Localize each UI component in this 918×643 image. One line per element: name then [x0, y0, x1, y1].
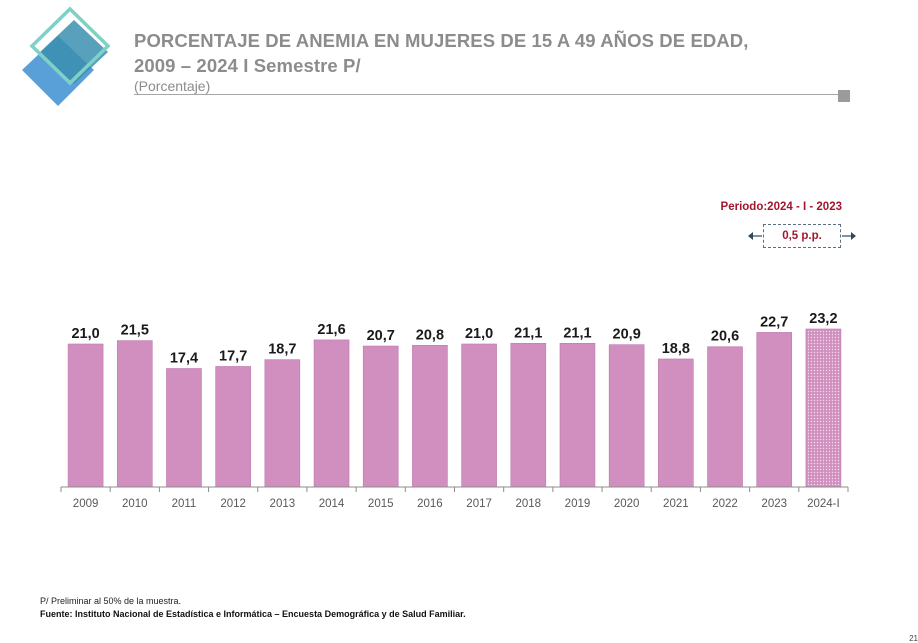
- bar-2011: [166, 368, 202, 488]
- x-tick-label-2016: 2016: [417, 498, 443, 510]
- x-tick-label-2015: 2015: [368, 498, 394, 510]
- bar-2017: [461, 343, 497, 488]
- logo-diamond-outline: [29, 6, 111, 86]
- page-title: PORCENTAJE DE ANEMIA EN MUJERES DE 15 A …: [134, 28, 834, 78]
- data-label-2019: 21,1: [563, 325, 591, 341]
- x-tick-label-2021: 2021: [663, 498, 689, 510]
- bar-2012: [215, 366, 251, 488]
- x-tick-label-2013: 2013: [270, 498, 296, 510]
- x-tick-label-2018: 2018: [515, 498, 541, 510]
- title-line-1: PORCENTAJE DE ANEMIA EN MUJERES DE 15 A …: [134, 30, 749, 51]
- data-label-2024-I: 23,2: [809, 311, 837, 327]
- arrow-right-icon: [842, 232, 856, 240]
- data-label-2021: 18,8: [662, 341, 690, 357]
- x-tick-label-2020: 2020: [614, 498, 640, 510]
- bar-2014: [313, 339, 350, 488]
- data-label-2012: 17,7: [219, 348, 247, 364]
- data-label-2020: 20,9: [613, 327, 641, 343]
- data-label-2013: 18,7: [268, 342, 296, 358]
- page-subtitle: (Porcentaje): [134, 78, 211, 94]
- delta-indicator: 0,5 p.p.: [748, 224, 858, 248]
- header-divider: [134, 94, 840, 95]
- data-label-2010: 21,5: [121, 323, 149, 339]
- data-label-2023: 22,7: [760, 314, 788, 330]
- bar-2024-I: [805, 328, 842, 488]
- data-label-2009: 21,0: [71, 326, 99, 342]
- delta-value: 0,5 p.p.: [763, 224, 841, 248]
- bar-2015: [362, 345, 399, 488]
- bar-2016: [412, 345, 448, 488]
- period-label: Periodo:2024 - I - 2023: [720, 201, 842, 213]
- bar-2018: [510, 343, 547, 488]
- data-label-2022: 20,6: [711, 329, 739, 345]
- footnote-preliminary: P/ Preliminar al 50% de la muestra.: [40, 596, 182, 606]
- x-tick-label-2019: 2019: [565, 498, 591, 510]
- bar-2021: [658, 358, 694, 488]
- data-label-2011: 17,4: [170, 351, 198, 367]
- data-label-2016: 20,8: [416, 327, 444, 343]
- x-tick-label-2017: 2017: [466, 498, 492, 510]
- x-tick-label-2024-I: 2024-I: [807, 498, 840, 510]
- bar-2020: [608, 344, 645, 488]
- x-tick-label-2009: 2009: [73, 498, 99, 510]
- x-tick-label-2023: 2023: [761, 498, 787, 510]
- x-tick-label-2012: 2012: [220, 498, 246, 510]
- bar-2019: [559, 343, 596, 488]
- arrow-left-icon: [748, 232, 762, 240]
- x-tick-label-2010: 2010: [122, 498, 148, 510]
- x-tick-label-2011: 2011: [172, 498, 197, 510]
- bar-2009: [67, 343, 104, 488]
- title-line-2: 2009 – 2024 I Semestre P/: [134, 55, 361, 76]
- x-tick-label-2022: 2022: [712, 498, 738, 510]
- data-label-2014: 21,6: [317, 322, 345, 338]
- data-label-2015: 20,7: [367, 328, 395, 344]
- page-number: 21: [909, 634, 918, 643]
- inei-logo-icon: [22, 6, 111, 106]
- bar-2010: [116, 340, 153, 488]
- data-label-2017: 21,0: [465, 326, 493, 342]
- data-label-2018: 21,1: [514, 325, 542, 341]
- bar-2022: [707, 346, 743, 488]
- header-divider-square: [838, 90, 850, 102]
- bar-2013: [264, 359, 301, 488]
- footnote-source: Fuente: Instituto Nacional de Estadístic…: [40, 609, 466, 619]
- bar-2023: [756, 332, 793, 488]
- x-tick-label-2014: 2014: [319, 498, 345, 510]
